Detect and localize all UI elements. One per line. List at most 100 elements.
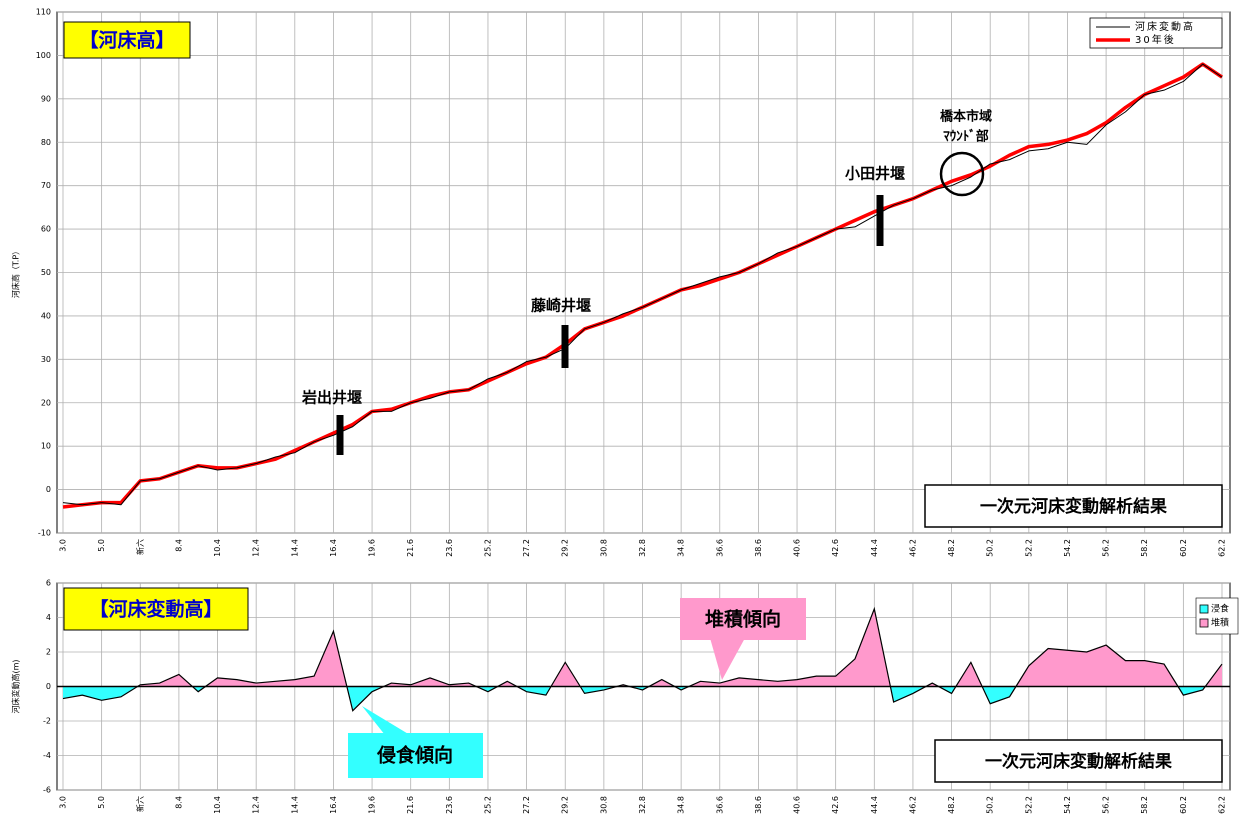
x-tick-label: 3.0 xyxy=(59,539,68,552)
x-tick-label: 25.2 xyxy=(483,796,492,814)
y-tick-label: -4 xyxy=(43,751,51,760)
callout-pointer xyxy=(362,706,410,735)
x-tick-label: 27.2 xyxy=(522,539,531,557)
weir-marker xyxy=(561,325,569,368)
y-tick-label: 80 xyxy=(41,138,51,147)
x-tick-label: 42.6 xyxy=(831,796,840,814)
y-tick-label: -2 xyxy=(43,717,51,726)
x-tick-label: 58.2 xyxy=(1140,539,1149,557)
x-tick-label: 48.2 xyxy=(947,796,956,814)
x-tick-label: 44.4 xyxy=(870,796,879,814)
x-tick-label: 19.6 xyxy=(368,539,377,557)
x-tick-label: 58.2 xyxy=(1140,796,1149,814)
change-line xyxy=(62,606,1223,712)
x-tick-label: 52.2 xyxy=(1024,796,1033,814)
x-tick-label: 54.2 xyxy=(1063,539,1072,557)
series-line xyxy=(62,63,1223,506)
x-tick-label: 34.8 xyxy=(677,539,686,557)
x-tick-label: 48.2 xyxy=(947,539,956,557)
annotation: 侵食傾向 xyxy=(376,744,453,767)
x-tick-label: 5.0 xyxy=(97,539,106,552)
legend-label: 河床変動高 xyxy=(1135,20,1195,33)
title-box xyxy=(63,587,249,631)
annotation: 堆積傾向 xyxy=(705,608,781,631)
note: 一次元河床変動解析結果 xyxy=(985,751,1172,772)
x-tick-label: 36.6 xyxy=(715,796,724,814)
x-tick-label: 62.2 xyxy=(1218,539,1227,557)
x-tick-label: 42.6 xyxy=(831,539,840,557)
annotation: 藤崎井堰 xyxy=(531,297,591,315)
annotation: 岩出井堰 xyxy=(301,389,362,407)
x-tick-label: 60.2 xyxy=(1179,539,1188,557)
x-tick-label: 8.4 xyxy=(174,539,183,552)
y-tick-label: 20 xyxy=(41,398,51,407)
chart-title: 【河床高】 xyxy=(79,29,174,52)
deposition-area xyxy=(63,608,1222,687)
x-tick-label: 46.2 xyxy=(908,796,917,814)
y-tick-label: 6 xyxy=(46,579,51,588)
x-tick-label: 19.6 xyxy=(368,796,377,814)
x-tick-label: 40.6 xyxy=(793,539,802,557)
x-tick-label: 12.4 xyxy=(252,796,261,814)
x-tick-label: 新六 xyxy=(135,539,145,555)
x-tick-label: 56.2 xyxy=(1102,796,1111,814)
x-tick-label: 3.0 xyxy=(59,796,68,809)
x-tick-label: 16.4 xyxy=(329,796,338,814)
legend-label: 浸食 xyxy=(1211,603,1229,615)
y-tick-label: 0 xyxy=(46,485,51,494)
x-tick-label: 21.6 xyxy=(406,796,415,814)
callout-pointer xyxy=(710,638,745,680)
x-tick-label: 50.2 xyxy=(986,796,995,814)
annotation: 橋本市域 xyxy=(940,109,992,125)
x-tick-label: 14.4 xyxy=(290,796,299,814)
mound-circle xyxy=(939,151,985,197)
annotation: 小田井堰 xyxy=(845,165,905,183)
legend-label: 30年後 xyxy=(1135,33,1176,46)
y-tick-label: 90 xyxy=(41,94,51,103)
chart-title: 【河床変動高】 xyxy=(89,598,222,621)
legend-swatch xyxy=(1199,618,1209,628)
note-box xyxy=(924,484,1223,528)
x-tick-label: 27.2 xyxy=(522,796,531,814)
x-tick-label: 29.2 xyxy=(561,539,570,557)
legend-label: 堆積 xyxy=(1211,617,1229,629)
x-tick-label: 46.2 xyxy=(908,539,917,557)
x-tick-label: 44.4 xyxy=(870,539,879,557)
x-tick-label: 40.6 xyxy=(793,796,802,814)
callout-box xyxy=(348,733,483,778)
weir-marker xyxy=(336,415,344,455)
x-tick-label: 52.2 xyxy=(1024,539,1033,557)
callout-box xyxy=(680,598,806,640)
x-tick-label: 10.4 xyxy=(213,539,222,557)
y-tick-label: 100 xyxy=(36,51,51,60)
legend-swatch xyxy=(1199,604,1209,614)
note: 一次元河床変動解析結果 xyxy=(980,496,1167,517)
title-box xyxy=(63,21,191,59)
y-tick-label: 110 xyxy=(36,8,51,17)
x-tick-label: 21.6 xyxy=(406,539,415,557)
erosion-area xyxy=(63,686,1222,711)
y-tick-label: -10 xyxy=(38,529,51,538)
x-tick-label: 56.2 xyxy=(1102,539,1111,557)
x-tick-label: 25.2 xyxy=(483,539,492,557)
x-tick-label: 62.2 xyxy=(1218,796,1227,814)
y-axis-title: 河床変動高(m) xyxy=(11,659,21,713)
y-tick-label: 60 xyxy=(41,225,51,234)
x-tick-label: 14.4 xyxy=(290,539,299,557)
x-tick-label: 10.4 xyxy=(213,796,222,814)
x-tick-label: 16.4 xyxy=(329,539,338,557)
y-axis-title: 河床高（T.P） xyxy=(11,247,21,298)
annotation: ﾏｳﾝﾄﾞ部 xyxy=(943,129,989,145)
x-tick-label: 23.6 xyxy=(445,539,454,557)
y-tick-label: 10 xyxy=(41,442,51,451)
x-tick-label: 12.4 xyxy=(252,539,261,557)
x-tick-label: 29.2 xyxy=(561,796,570,814)
x-tick-label: 50.2 xyxy=(986,539,995,557)
y-tick-label: 0 xyxy=(46,682,51,691)
y-tick-label: 40 xyxy=(41,311,51,320)
y-tick-label: 4 xyxy=(46,613,51,622)
x-tick-label: 30.8 xyxy=(599,539,608,557)
y-tick-label: 70 xyxy=(41,181,51,190)
x-tick-label: 38.6 xyxy=(754,796,763,814)
